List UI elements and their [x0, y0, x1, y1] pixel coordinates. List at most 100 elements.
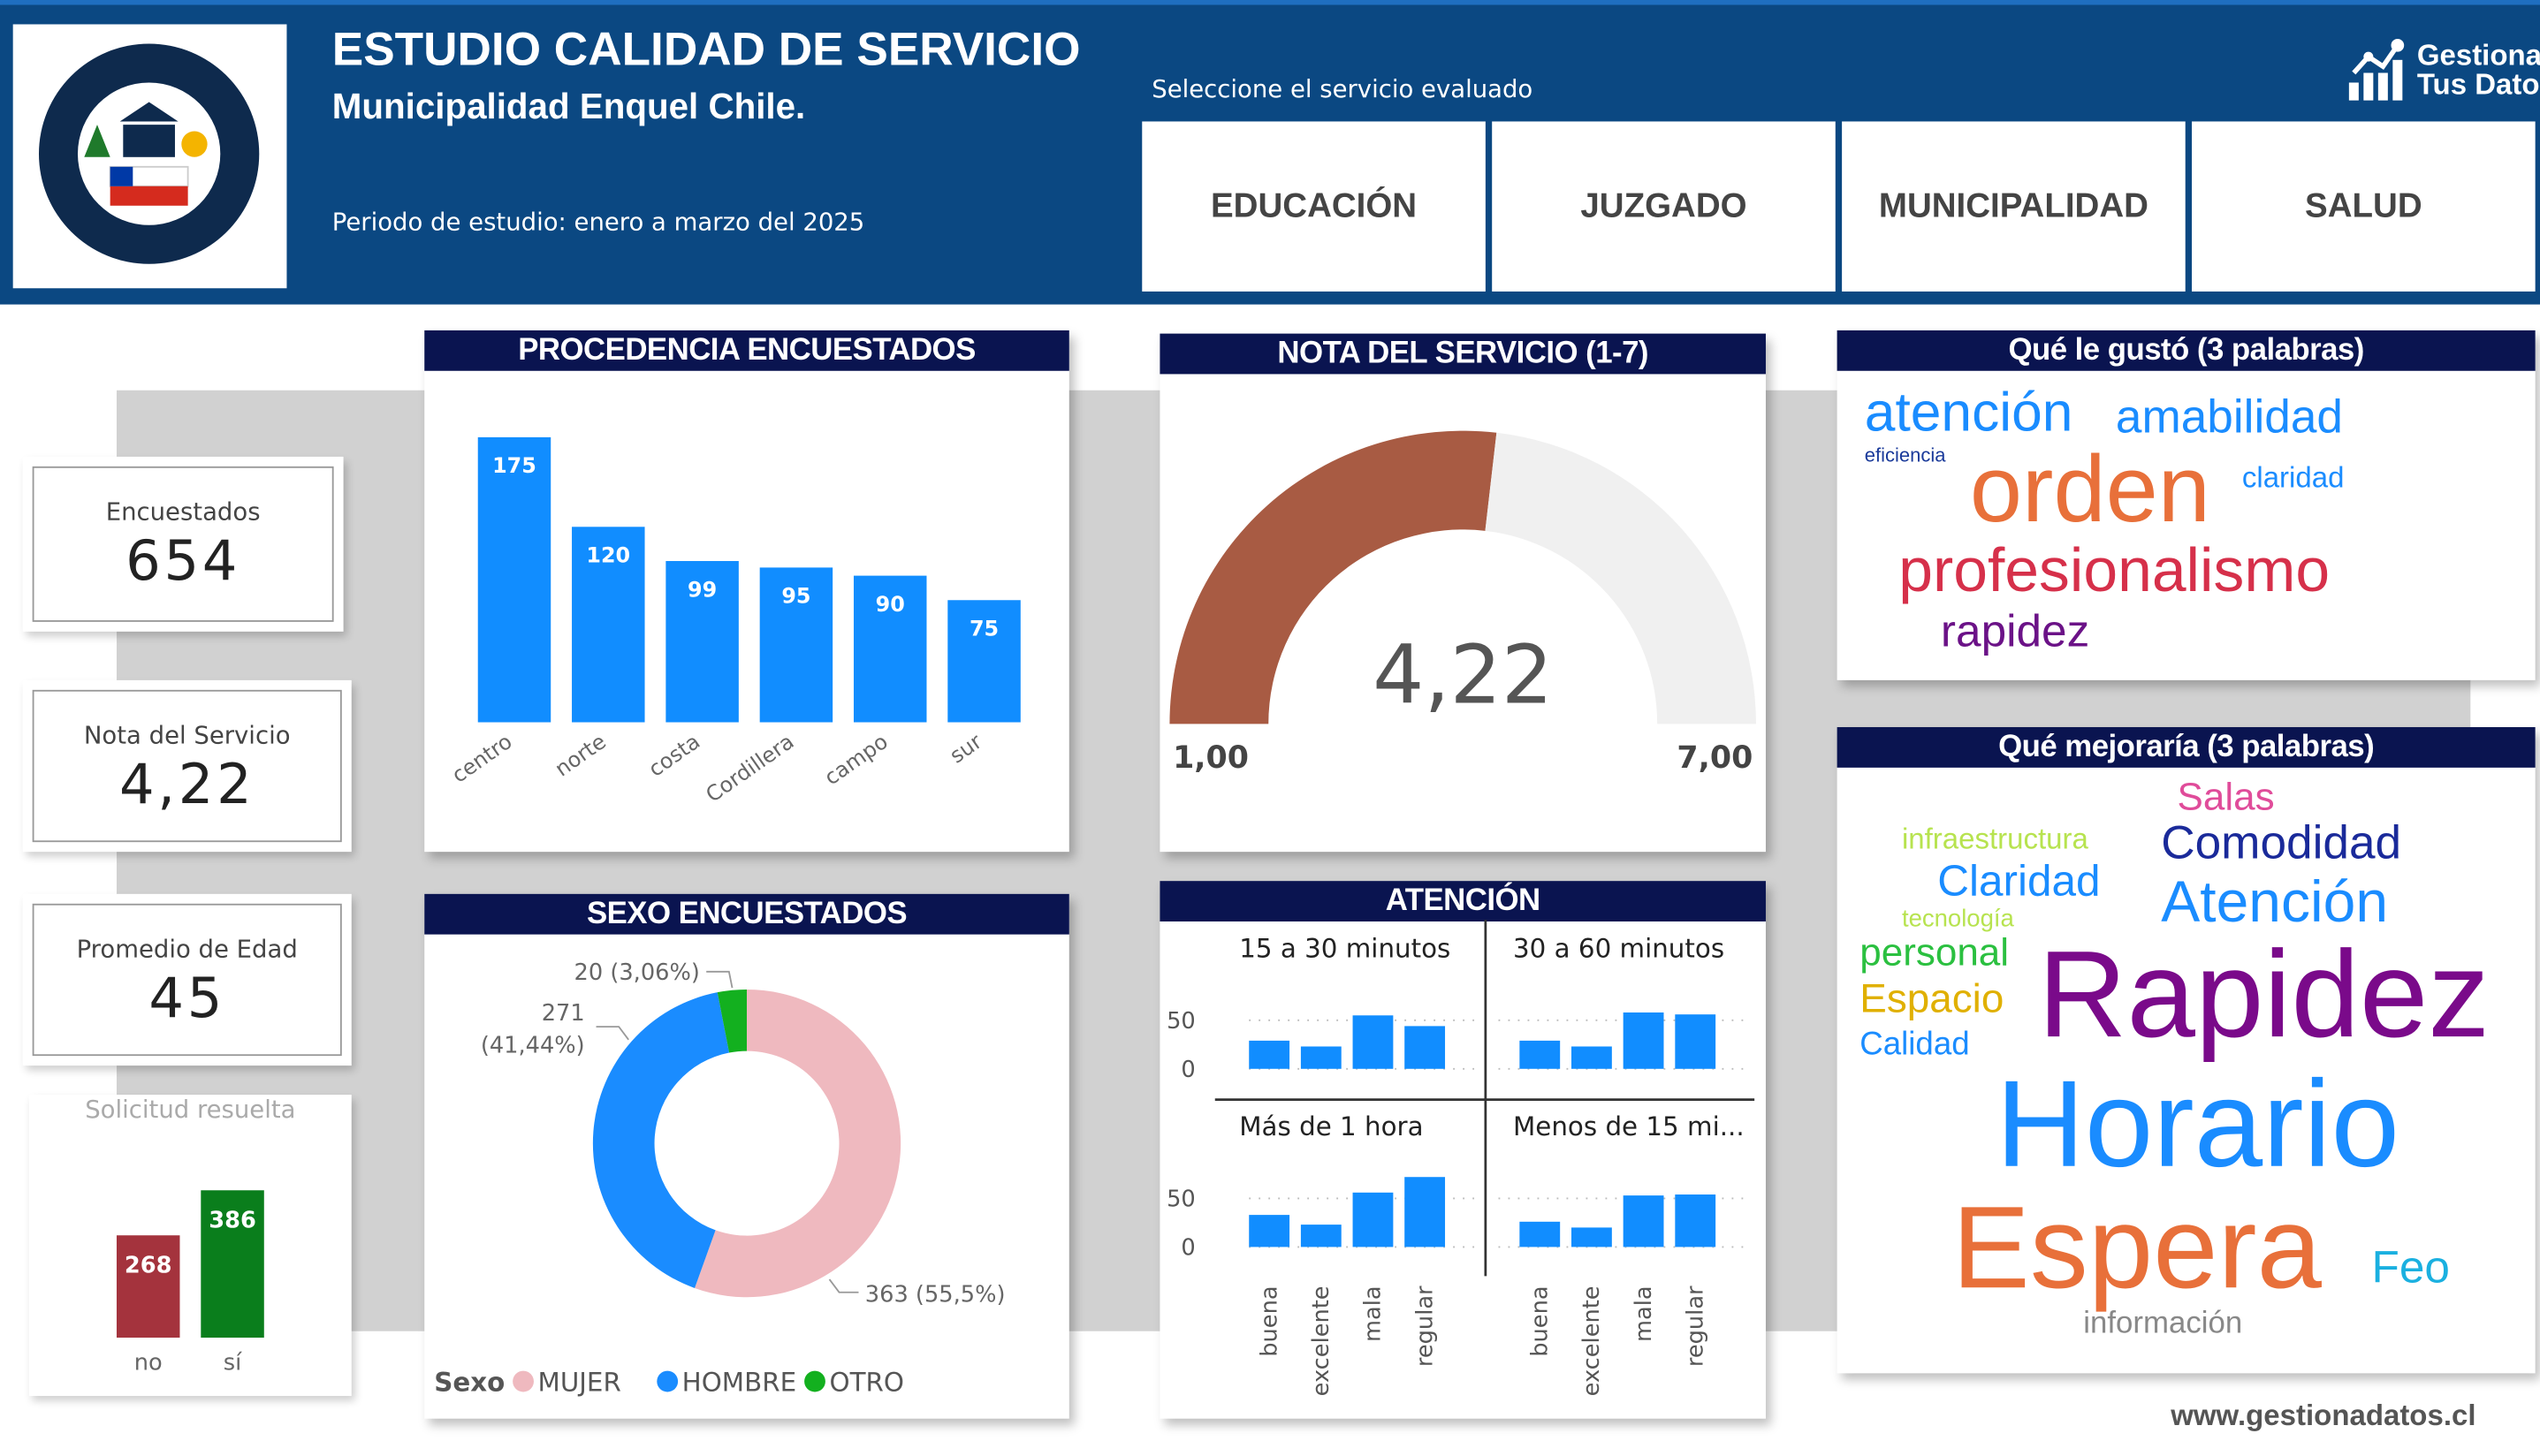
gusto-wordcloud-panel: Qué le gustó (3 palabras) atención amabi…	[1837, 330, 2536, 680]
bar	[947, 600, 1021, 723]
word: Claridad	[1937, 856, 2101, 906]
kpi-value: 654	[125, 529, 241, 595]
gauge-max-label: 7,00	[1677, 740, 1753, 776]
leader-line	[828, 1278, 859, 1293]
kpi-label: Encuestados	[105, 497, 261, 527]
data-label: 99	[688, 577, 717, 602]
x-tick-label: excelente	[1578, 1285, 1605, 1396]
service-button-salud[interactable]: SALUD	[2192, 121, 2536, 292]
word: Salas	[2177, 776, 2275, 820]
panel-title: Qué mejoraría (3 palabras)	[1837, 727, 2536, 768]
legend-marker	[513, 1370, 534, 1392]
x-tick-label: mala	[1360, 1285, 1387, 1342]
kpi-label: Promedio de Edad	[76, 934, 298, 964]
chart-title: Solicitud resuelta	[85, 1095, 296, 1125]
panel-title: PROCEDENCIA ENCUESTADOS	[424, 330, 1069, 371]
slice-label: 20 (3,06%)	[574, 959, 700, 986]
word: infraestructura	[1901, 823, 2088, 855]
bar	[1623, 1195, 1664, 1247]
donut-slice-mujer	[695, 989, 901, 1298]
nota-servicio-panel: NOTA DEL SERVICIO (1-7) 4,22 1,00 7,00	[1160, 333, 1766, 853]
legend-marker	[657, 1370, 679, 1392]
word: Calidad	[1859, 1027, 1970, 1063]
word: profesionalismo	[1898, 537, 2331, 606]
y-tick-label: 50	[1167, 1008, 1196, 1035]
bar	[1404, 1177, 1446, 1247]
panel-title: 15 a 30 minutos	[1239, 933, 1450, 963]
bar	[1300, 1225, 1342, 1247]
word: Horario	[1996, 1056, 2400, 1194]
kpi-label: Nota del Servicio	[83, 720, 291, 750]
bar	[1404, 1026, 1446, 1069]
x-tick-label: regular	[1411, 1285, 1438, 1367]
x-tick-label: centro	[447, 729, 516, 788]
word: amabilidad	[2115, 391, 2344, 444]
municipality-logo	[12, 24, 287, 289]
legend-title: Sexo	[434, 1368, 505, 1398]
header: ESTUDIO CALIDAD DE SERVICIO Municipalida…	[0, 0, 2540, 305]
mejora-wordcloud-panel: Qué mejoraría (3 palabras) Salas infraes…	[1837, 727, 2536, 1374]
word: Rapidez	[2037, 926, 2491, 1065]
bar	[1249, 1215, 1290, 1247]
x-tick-label: norte	[551, 729, 611, 781]
bar	[665, 561, 739, 723]
bar	[1519, 1040, 1561, 1069]
procedencia-panel: PROCEDENCIA ENCUESTADOS 175 centro 120 nort…	[424, 330, 1069, 853]
solicitud-resuelta-chart: Solicitud resuelta 268 no 386 sí	[28, 1095, 352, 1397]
panel-title: ATENCIÓN	[1160, 881, 1766, 921]
analytics-logo-icon	[2348, 38, 2405, 101]
service-button-educacion[interactable]: EDUCACIÓN	[1142, 121, 1486, 292]
bar	[116, 1235, 180, 1338]
bar	[759, 567, 833, 723]
gauge-value: 4,22	[1373, 628, 1553, 723]
panel-title: 30 a 60 minutos	[1513, 933, 1724, 963]
word: información	[2083, 1307, 2243, 1341]
data-label: 120	[586, 543, 630, 568]
slice-label: (41,44%)	[481, 1032, 585, 1058]
service-select-prompt: Seleccione el servicio evaluado	[1152, 74, 1533, 104]
word: Comodidad	[2161, 817, 2402, 870]
donut-slice-otro	[717, 989, 748, 1053]
gauge-track-arc	[1485, 432, 1756, 724]
page-subtitle: Municipalidad Enquel Chile.	[331, 86, 806, 126]
x-tick-label: buena	[1527, 1285, 1554, 1356]
data-label: 90	[876, 592, 905, 617]
legend-item: MUJER	[538, 1368, 621, 1398]
y-tick-label: 50	[1167, 1187, 1196, 1213]
legend-item: HOMBRE	[682, 1368, 796, 1398]
data-label: 386	[209, 1207, 256, 1233]
gauge-value-arc	[1169, 430, 1497, 724]
x-tick-label: sí	[224, 1350, 242, 1376]
bar	[1249, 1040, 1290, 1069]
x-tick-label: costa	[644, 729, 704, 782]
bar	[1675, 1194, 1716, 1247]
panel-title: Qué le gustó (3 palabras)	[1837, 330, 2536, 371]
kpi-encuestados: Encuestados 654	[22, 456, 344, 632]
kpi-value: 45	[148, 967, 226, 1032]
legend-marker	[804, 1370, 825, 1392]
data-label: 268	[125, 1252, 172, 1278]
word: rapidez	[1940, 605, 2090, 656]
word: orden	[1969, 436, 2210, 543]
website-link[interactable]: www.gestionadatos.cl	[2171, 1399, 2476, 1432]
service-button-municipalidad[interactable]: MUNICIPALIDAD	[1842, 121, 2186, 292]
panel-title: Menos de 15 mi...	[1513, 1111, 1745, 1141]
bar	[853, 575, 927, 723]
y-tick-label: 0	[1181, 1235, 1195, 1262]
word: tecnología	[1901, 905, 2014, 933]
legend-item: OTRO	[829, 1368, 903, 1398]
word: atención	[1864, 382, 2073, 444]
x-tick-label: sur	[945, 729, 986, 768]
sexo-panel: SEXO ENCUESTADOS 363 (55,5%) 20 (3,06%) 27…	[424, 893, 1069, 1419]
data-label: 175	[492, 453, 536, 478]
data-label: 95	[781, 584, 810, 609]
bar	[1675, 1014, 1716, 1069]
word: claridad	[2241, 461, 2345, 495]
service-button-juzgado[interactable]: JUZGADO	[1492, 121, 1836, 292]
word: Espacio	[1859, 976, 2004, 1022]
bar	[1571, 1046, 1612, 1069]
gauge-min-label: 1,00	[1173, 740, 1249, 776]
kpi-value: 4,22	[118, 753, 255, 818]
